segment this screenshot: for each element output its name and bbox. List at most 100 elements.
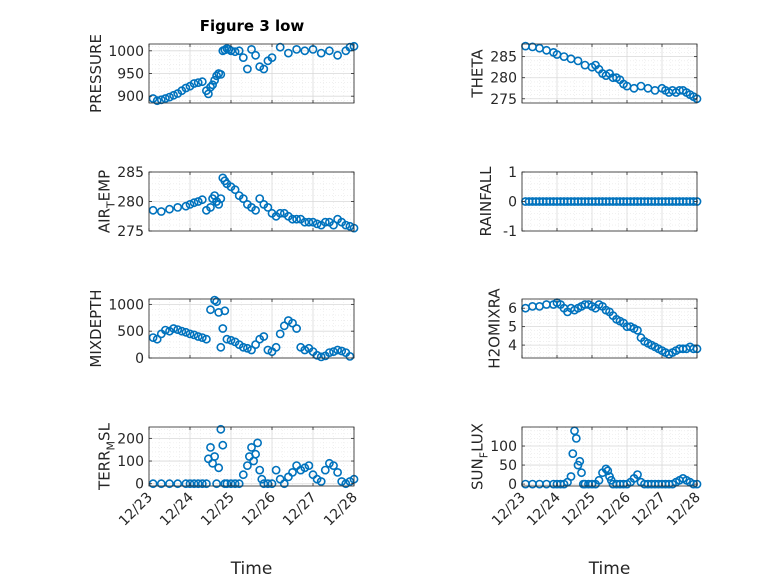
data-point	[222, 479, 232, 489]
data-point	[230, 185, 240, 195]
x-tick-label: 12/24	[157, 489, 197, 529]
data-point	[216, 194, 226, 203]
data-point	[201, 479, 211, 489]
data-point	[316, 477, 326, 486]
data-point	[275, 208, 285, 218]
data-point	[257, 474, 267, 484]
y-axis-label: AIRTEMP	[96, 170, 118, 233]
data-point	[242, 461, 252, 470]
data-point	[345, 221, 355, 231]
subplot-7: 0 100 200 12/23 12/24 12/25 12/26 12/27 12/28 TER…	[96, 422, 361, 579]
x-tick-label: 12/26	[239, 489, 279, 529]
data-point	[267, 479, 277, 489]
data-point	[206, 82, 215, 92]
data-point	[333, 50, 342, 60]
data-point	[251, 449, 260, 459]
data-point	[324, 348, 334, 357]
y-axis-label: H2OMIXRA	[486, 288, 504, 369]
data-point	[156, 95, 166, 105]
data-point	[230, 479, 240, 489]
data-point	[279, 321, 289, 331]
data-point	[292, 324, 301, 333]
data-point	[255, 465, 265, 475]
data-point	[189, 479, 199, 489]
y-axis-label: PRESSURE	[87, 34, 105, 113]
y-tick-label: 280	[117, 195, 144, 211]
data-point	[218, 440, 228, 450]
data-point	[300, 217, 310, 227]
data-point	[185, 199, 195, 209]
data-point	[304, 461, 314, 470]
y-tick-label: 6	[508, 301, 517, 317]
y-tick-label: 900	[117, 89, 144, 105]
data-point	[156, 207, 166, 216]
data-point	[173, 325, 183, 334]
data-point	[242, 64, 252, 74]
data-point	[238, 53, 248, 62]
y-tick-label: 275	[490, 92, 517, 108]
data-point	[193, 332, 203, 341]
data-point	[329, 220, 338, 230]
data-point	[181, 201, 191, 211]
data-point	[212, 479, 221, 489]
data-point	[181, 83, 191, 93]
data-point	[251, 340, 260, 349]
data-point	[152, 96, 162, 106]
data-point	[185, 479, 195, 489]
data-point	[148, 333, 158, 342]
data-point	[333, 467, 342, 477]
data-point	[210, 452, 219, 461]
y-tick-label: -1	[503, 224, 517, 240]
data-point	[292, 45, 301, 54]
data-point	[156, 479, 166, 489]
x-axis-label: Time	[230, 559, 273, 579]
data-point	[271, 342, 281, 352]
data-point	[197, 333, 207, 342]
data-point	[165, 204, 174, 214]
data-point	[234, 479, 244, 489]
x-tick-label: 12/25	[198, 490, 238, 530]
data-point	[238, 342, 248, 352]
axes-box	[148, 426, 355, 487]
data-point	[212, 71, 221, 81]
data-point	[160, 94, 170, 103]
data-point	[247, 442, 256, 452]
data-point	[160, 325, 170, 335]
x-axis-label: Time	[588, 559, 631, 579]
data-point	[238, 470, 248, 480]
y-tick-label: 275	[117, 224, 144, 240]
data-point	[568, 449, 578, 458]
data-point	[197, 77, 207, 87]
data-point	[220, 306, 230, 316]
data-point	[210, 75, 219, 85]
data-point	[283, 48, 293, 58]
data-point	[189, 79, 199, 88]
data-point	[308, 217, 318, 227]
data-point	[329, 347, 338, 356]
data-point	[189, 198, 199, 208]
data-point	[177, 326, 187, 336]
data-point	[197, 195, 207, 205]
data-point	[345, 351, 355, 361]
data-point	[601, 464, 611, 474]
data-point	[253, 438, 262, 448]
x-tick-label: 12/27	[280, 490, 320, 530]
data-point	[329, 461, 338, 470]
x-tick-label: 12/27	[629, 490, 669, 530]
data-point	[206, 202, 215, 212]
data-point	[165, 479, 174, 489]
data-point	[169, 324, 178, 333]
data-point	[573, 56, 583, 66]
data-point	[193, 197, 203, 206]
data-point	[181, 327, 191, 337]
data-point	[300, 46, 310, 56]
data-point	[189, 330, 199, 340]
data-point	[152, 334, 162, 344]
data-point	[169, 90, 178, 100]
data-point	[316, 48, 326, 58]
